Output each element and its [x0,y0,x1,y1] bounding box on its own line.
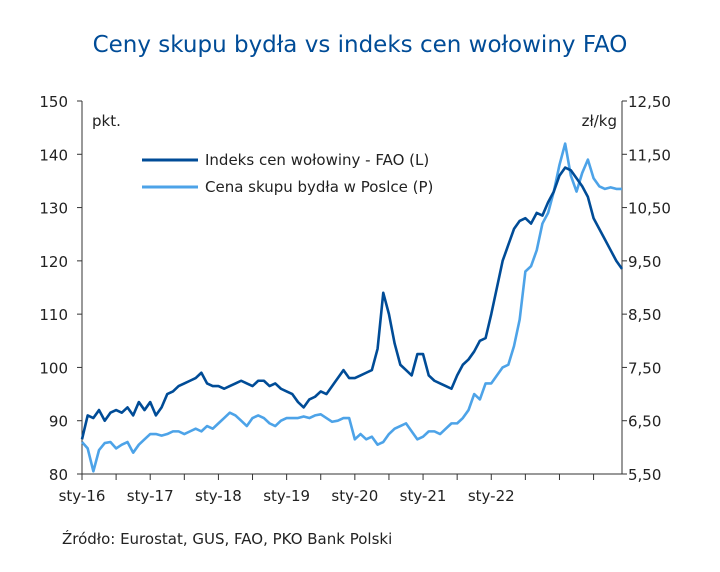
y-left-tick-label: 110 [39,306,68,324]
series-line-fao-beef-index [80,166,624,440]
y-right-tick-labels: 12,50 11,50 10,50 9,50 8,50 7,50 6,50 5,50 [628,93,671,484]
chart-title: Ceny skupu bydła vs indeks cen wołowiny … [93,32,628,58]
x-tick-labels: sty-16 sty-17 sty-18 sty-19 sty-20 sty-21 sty-… [59,487,515,505]
x-tick-label: sty-20 [331,487,378,505]
y-left-tick-labels: 150 140 130 120 110 100 90 80 [39,93,68,484]
y-left-tick-label: 80 [49,466,68,484]
y-left-tick-label: 130 [39,200,68,218]
y-right-tick-label: 7,50 [628,359,661,377]
y-right-tick-label: 11,50 [628,146,671,164]
y-right-tick-label: 10,50 [628,200,671,218]
x-tick-label: sty-19 [263,487,310,505]
y-left-tick-label: 140 [39,146,68,164]
legend-label-cattle-price: Cena skupu bydła w Poslce (P) [205,178,433,196]
source-note: Źródło: Eurostat, GUS, FAO, PKO Bank Pol… [62,529,392,548]
y-right-tick-label: 9,50 [628,253,661,271]
legend-label-fao: Indeks cen wołowiny - FAO (L) [205,151,429,169]
series-line-cattle-price [81,142,622,473]
plot-frame [77,100,627,480]
legend: Indeks cen wołowiny - FAO (L) Cena skupu… [142,151,433,196]
x-tick-label: sty-18 [195,487,242,505]
x-tick-label: sty-22 [468,487,515,505]
y-left-tick-label: 90 [49,413,68,431]
y-right-unit-label: zł/kg [582,112,617,130]
series-lines [80,142,624,473]
y-right-tick-label: 6,50 [628,413,661,431]
x-tick-label: sty-17 [127,487,174,505]
y-right-tick-label: 5,50 [628,466,661,484]
y-left-tick-label: 150 [39,93,68,111]
y-right-tick-label: 12,50 [628,93,671,111]
y-left-tick-label: 120 [39,253,68,271]
y-left-tick-label: 100 [39,359,68,377]
y-right-tick-label: 8,50 [628,306,661,324]
y-left-unit-label: pkt. [92,112,121,130]
x-tick-label: sty-21 [400,487,447,505]
x-tick-label: sty-16 [59,487,106,505]
